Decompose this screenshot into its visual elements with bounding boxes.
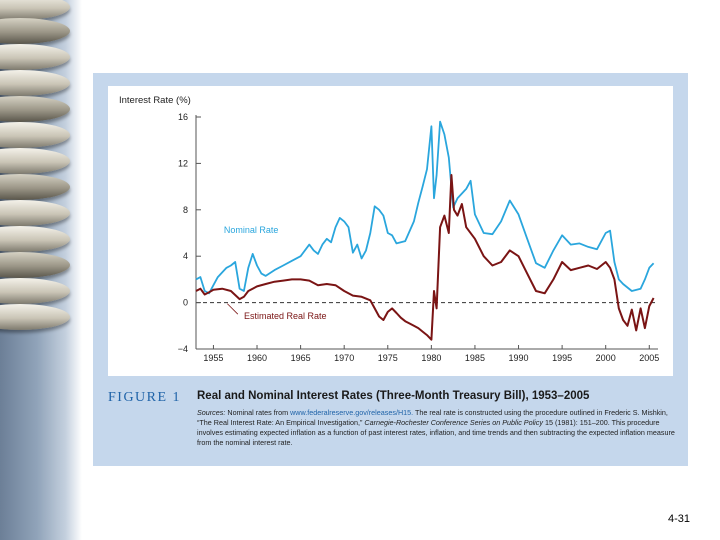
y-tick-label: 0 [183, 298, 188, 308]
real-rate-line [195, 174, 655, 341]
y-tick-label: 12 [178, 158, 188, 168]
sources-journal: Carnegie-Rochester Conference Series on … [364, 418, 543, 427]
nominal-rate-line [195, 120, 655, 295]
y-tick-label: 4 [183, 251, 188, 261]
x-tick-label: 1980 [421, 353, 441, 363]
sources-text-c: 15 (1981): 151–200. This procedure invol… [197, 418, 675, 447]
real-rate-label-leader [227, 303, 239, 315]
interest-rate-chart: Interest Rate (%) −4 0 4 8 12 16 1955 1960 1965 1… [119, 95, 659, 363]
chart-area: Interest Rate (%) −4 0 4 8 12 16 1955 1960 1965 1… [108, 86, 673, 376]
x-tick-label: 2000 [596, 353, 616, 363]
x-tick-label: 1970 [334, 353, 354, 363]
y-tick-label: 8 [183, 205, 188, 215]
x-tick-label: 1990 [509, 353, 529, 363]
slide-number: 4-31 [668, 513, 691, 525]
sources-lead: Sources: [197, 408, 226, 417]
y-axis-label: Interest Rate (%) [119, 95, 191, 106]
sources-link[interactable]: www.federalreserve.gov/releases/H15. [290, 408, 414, 417]
figure-label: FIGURE 1 [108, 390, 182, 405]
sources-text-b: The real rate is constructed using the p… [197, 408, 668, 427]
figure-title: Real and Nominal Interest Rates (Three-M… [197, 390, 590, 402]
nominal-rate-label: Nominal Rate [224, 225, 279, 235]
sources-text-a: Nominal rates from [227, 408, 289, 417]
x-tick-label: 1955 [203, 353, 223, 363]
real-rate-label: Estimated Real Rate [244, 311, 327, 321]
x-tick-label: 1965 [291, 353, 311, 363]
x-tick-label: 2005 [639, 353, 659, 363]
y-tick-label: −4 [178, 344, 188, 354]
figure-sources: Sources: Nominal rates from www.federalr… [197, 408, 675, 448]
y-tick-label: 16 [178, 112, 188, 122]
coin-stack-photo [0, 0, 82, 540]
x-tick-label: 1995 [552, 353, 572, 363]
x-tick-label: 1975 [378, 353, 398, 363]
x-tick-label: 1985 [465, 353, 485, 363]
x-tick-label: 1960 [247, 353, 267, 363]
